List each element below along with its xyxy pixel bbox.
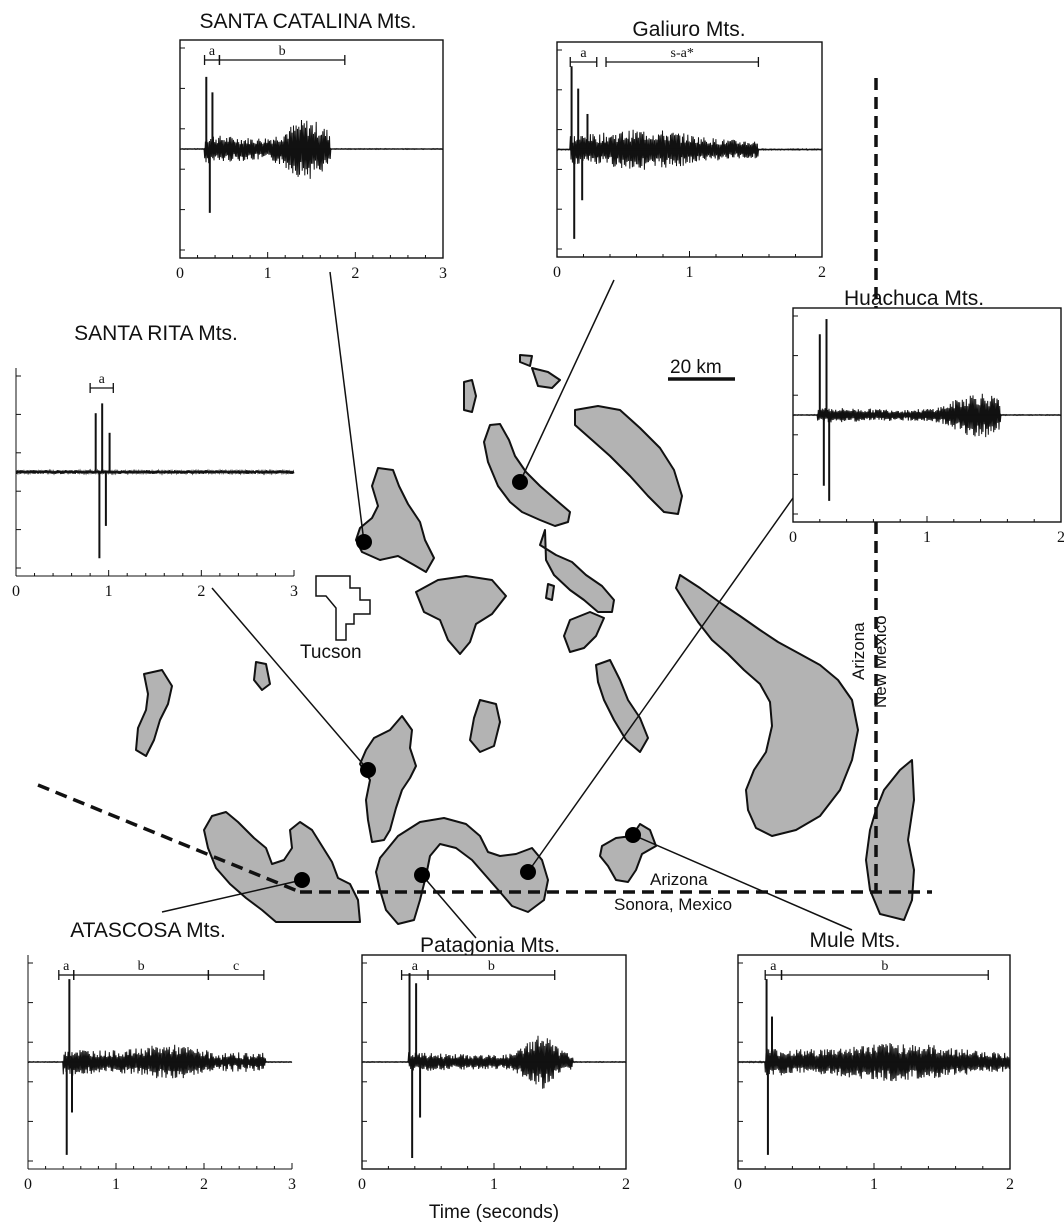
segment-label: b	[138, 959, 145, 974]
range-small-b	[595, 659, 649, 753]
border-label-arizona: Arizona	[650, 870, 708, 889]
panel-mule: Mule Mts. 0 1 2 a b	[734, 929, 1014, 1193]
panel-patagonia: Patagonia Mts. 0 1 2 a b	[358, 934, 630, 1193]
x-tick-label: 2	[351, 265, 359, 282]
mountain-ranges	[135, 354, 915, 925]
range-small-c	[469, 699, 501, 753]
range-peloncillo	[865, 759, 915, 921]
x-tick-label: 1	[490, 1176, 498, 1193]
x-tick-label: 1	[923, 529, 931, 546]
leader-atascosa	[161, 879, 303, 913]
segment-label: a	[412, 959, 419, 974]
leader-santa-rita	[211, 587, 369, 771]
x-tick-label: 2	[818, 264, 826, 281]
leader-galiuro	[519, 279, 615, 483]
range-santa-rita	[359, 715, 417, 843]
x-tick-label: 0	[734, 1176, 742, 1193]
segment-label: a	[209, 44, 216, 59]
station-santa-rita	[360, 762, 376, 778]
segment-label: a	[770, 959, 777, 974]
x-tick-label: 2	[622, 1176, 630, 1193]
station-mule	[625, 827, 641, 843]
x-tick-label: 2	[197, 583, 205, 600]
leader-patagonia	[421, 874, 477, 939]
range-western	[135, 669, 173, 757]
range-galiuro-north	[483, 423, 571, 527]
x-tick-label: 2	[200, 1176, 208, 1193]
border-arizona-sonora-diagonal	[37, 783, 301, 894]
panel-title: ATASCOSA Mts.	[70, 919, 226, 942]
range-small-g	[253, 661, 271, 691]
panel-title: SANTA CATALINA Mts.	[199, 10, 416, 33]
segment-label: s-a*	[671, 46, 694, 61]
segment-label: b	[881, 959, 888, 974]
station-patagonia	[414, 867, 430, 883]
range-small-e	[463, 379, 477, 413]
x-tick-label: 0	[176, 265, 184, 282]
tucson-outline	[315, 575, 371, 641]
panel-santa-rita: SANTA RITA Mts. 0 1 2 3 a	[12, 322, 298, 600]
leader-mule	[632, 834, 853, 931]
panel-huachuca: Huachuca Mts. 0 1 2	[789, 287, 1064, 546]
range-atascosa	[203, 811, 361, 923]
panel-title: Galiuro Mts.	[632, 18, 745, 41]
city-label: Tucson	[300, 642, 362, 663]
x-tick-label: 1	[105, 583, 113, 600]
x-tick-label: 3	[288, 1176, 296, 1193]
x-tick-label: 2	[1006, 1176, 1014, 1193]
x-axis-label: Time (seconds)	[429, 1202, 559, 1223]
station-atascosa	[294, 872, 310, 888]
range-patagonia	[375, 817, 549, 925]
range-small-f	[519, 354, 533, 367]
state-label-arizona: Arizona	[849, 622, 868, 680]
range-small-d	[531, 367, 561, 389]
x-tick-label: 0	[12, 583, 20, 600]
segment-label: c	[233, 959, 239, 974]
leader-santa-catalina	[329, 271, 365, 543]
x-tick-label: 0	[789, 529, 797, 546]
panel-title: Huachuca Mts.	[844, 287, 984, 310]
range-small-a	[563, 611, 605, 653]
panel-title: Patagonia Mts.	[420, 934, 560, 957]
border-label-sonora: Sonora, Mexico	[614, 895, 732, 914]
range-santa-catalina	[355, 467, 435, 573]
state-label-new-mexico: New Mexico	[871, 615, 890, 708]
range-small-h	[545, 583, 555, 601]
leader-lines	[161, 271, 853, 939]
segment-label: b	[488, 959, 495, 974]
x-tick-label: 0	[358, 1176, 366, 1193]
station-huachuca	[520, 864, 536, 880]
panel-title: SANTA RITA Mts.	[74, 322, 238, 345]
range-chiricahua	[675, 574, 859, 837]
x-tick-label: 1	[264, 265, 272, 282]
x-tick-label: 2	[1057, 529, 1064, 546]
station-galiuro	[512, 474, 528, 490]
panel-santa-catalina: SANTA CATALINA Mts. 0 1 2 3 a b	[176, 10, 447, 282]
x-tick-label: 1	[686, 264, 694, 281]
x-tick-label: 3	[290, 583, 298, 600]
leader-huachuca	[527, 497, 794, 873]
segment-label: b	[279, 44, 286, 59]
seismogram-panels: SANTA CATALINA Mts. 0 1 2 3 a b Galiuro Mts. 0 1 2…	[12, 10, 1064, 1193]
panel-title: Mule Mts.	[809, 929, 900, 952]
range-pinaleno	[574, 405, 683, 515]
x-tick-label: 1	[870, 1176, 878, 1193]
range-galiuro-south	[539, 529, 615, 613]
panel-galiuro: Galiuro Mts. 0 1 2 a s-a*	[553, 18, 826, 281]
x-tick-label: 3	[439, 265, 447, 282]
x-tick-label: 0	[553, 264, 561, 281]
waveform	[15, 468, 295, 476]
panel-atascosa: ATASCOSA Mts. 0 1 2 3 a b c	[24, 919, 296, 1193]
station-dots	[294, 474, 641, 888]
x-tick-label: 0	[24, 1176, 32, 1193]
x-tick-label: 1	[112, 1176, 120, 1193]
range-rincon	[415, 575, 507, 655]
segment-label: a	[580, 46, 587, 61]
segment-label: a	[99, 372, 106, 387]
segment-label: a	[63, 959, 70, 974]
station-santa-catalina	[356, 534, 372, 550]
scale-bar-label: 20 km	[670, 357, 722, 378]
